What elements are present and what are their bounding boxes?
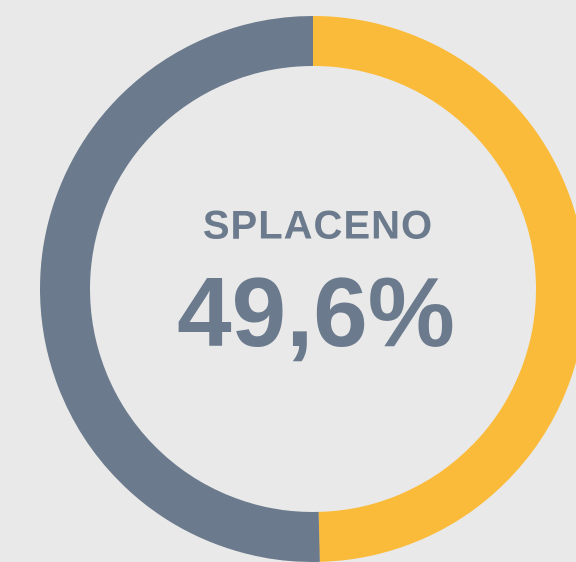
donut-segment [40,16,320,562]
chart-title: SPLACENO [203,204,433,248]
value-label: 49,6% [177,257,455,367]
donut-segment [312,16,576,562]
